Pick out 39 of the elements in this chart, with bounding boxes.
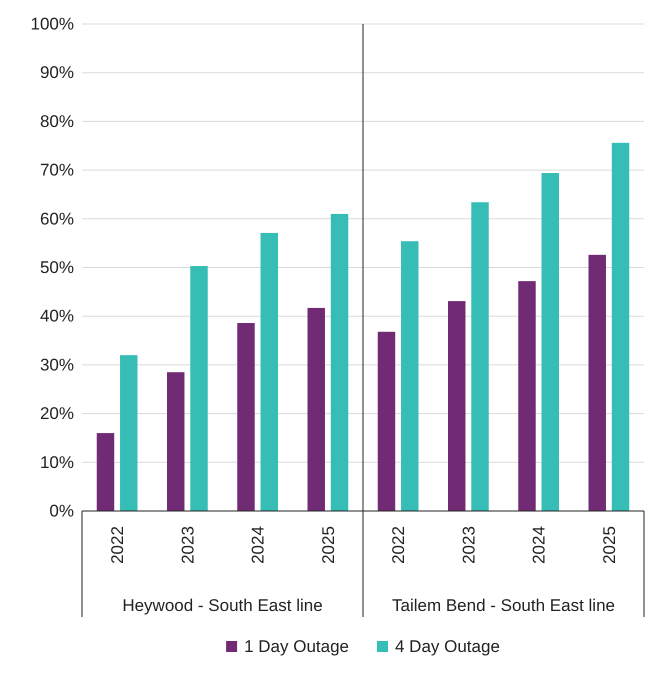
bar bbox=[120, 355, 138, 511]
y-tick-label: 20% bbox=[40, 404, 74, 424]
y-tick-label: 0% bbox=[49, 501, 74, 520]
x-tick-label: 2022 bbox=[389, 526, 408, 564]
bar bbox=[378, 332, 396, 511]
bar bbox=[237, 323, 255, 511]
bar bbox=[612, 142, 630, 511]
bar bbox=[588, 254, 606, 511]
y-tick-label: 30% bbox=[40, 355, 74, 374]
legend-label: 1 Day Outage bbox=[244, 637, 349, 656]
bar bbox=[308, 308, 325, 511]
y-tick-label: 90% bbox=[40, 63, 74, 82]
bar bbox=[190, 266, 208, 511]
y-tick-label: 70% bbox=[40, 160, 74, 180]
y-tick-label: 50% bbox=[40, 258, 74, 277]
x-tick-label: 2022 bbox=[108, 526, 128, 564]
y-tick-label: 100% bbox=[30, 14, 74, 34]
x-tick-label: 2024 bbox=[530, 526, 549, 564]
bar bbox=[518, 281, 536, 511]
bar bbox=[96, 433, 114, 511]
x-tick-label: 2023 bbox=[178, 526, 198, 564]
x-tick-label: 2023 bbox=[459, 526, 478, 564]
x-tick-label: 2024 bbox=[248, 526, 268, 564]
x-tick-label: 2025 bbox=[318, 526, 338, 564]
x-axis-title: Tailem Bend - South East line bbox=[392, 596, 616, 615]
bar bbox=[471, 202, 489, 511]
bar bbox=[401, 241, 418, 511]
bar bbox=[330, 214, 348, 511]
y-tick-label: 10% bbox=[40, 452, 74, 472]
y-tick-label: 60% bbox=[40, 209, 74, 228]
bar bbox=[260, 232, 278, 511]
legend-label: 4 Day Outage bbox=[395, 637, 500, 656]
x-axis-title: Heywood - South East line bbox=[122, 596, 323, 615]
bar bbox=[167, 372, 184, 511]
x-tick-label: 2025 bbox=[600, 526, 619, 564]
bar bbox=[542, 173, 559, 511]
y-tick-label: 80% bbox=[40, 112, 74, 131]
y-tick-label: 40% bbox=[40, 306, 74, 326]
bar bbox=[448, 301, 466, 511]
